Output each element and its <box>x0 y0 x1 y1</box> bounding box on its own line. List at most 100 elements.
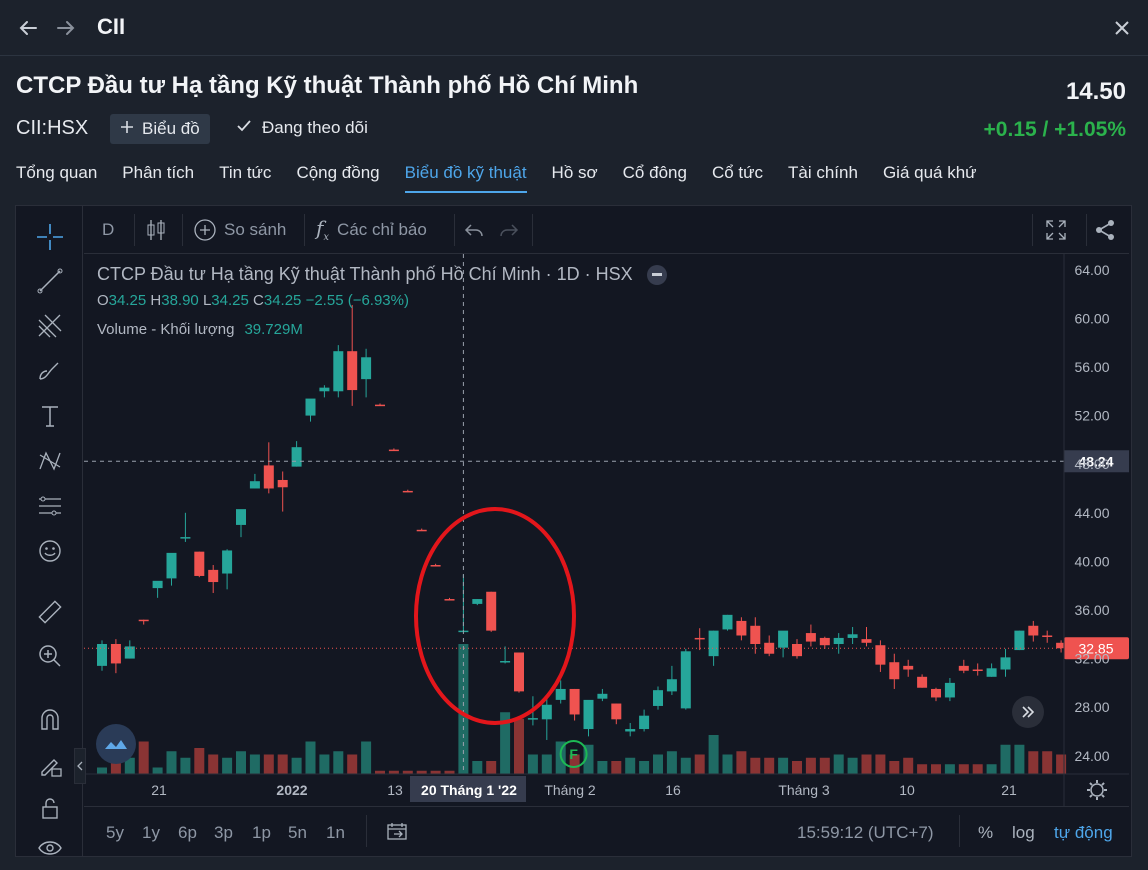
settings-gear-icon[interactable] <box>1087 780 1107 800</box>
scroll-to-latest-icon[interactable] <box>1012 696 1044 728</box>
add-chart-button[interactable]: Biểu đồ <box>110 114 210 144</box>
candle-body <box>138 619 149 622</box>
y-tick-label: 64.00 <box>1074 262 1109 278</box>
volume-bar <box>430 770 441 774</box>
tab-1[interactable]: Tổng quan <box>16 163 98 182</box>
candle-body <box>166 552 177 579</box>
zoom-in-icon[interactable] <box>32 638 68 674</box>
range-3p[interactable]: 3p <box>214 823 233 842</box>
pattern-tool-icon[interactable] <box>32 443 68 479</box>
undo-icon[interactable] <box>464 206 484 253</box>
redo-icon[interactable] <box>499 206 519 253</box>
range-1n[interactable]: 1n <box>326 823 345 842</box>
tab-10[interactable]: Giá quá khứ <box>882 163 977 182</box>
ruler-icon[interactable] <box>32 594 68 630</box>
tab-3[interactable]: Tin tức <box>219 163 272 182</box>
brush-icon[interactable] <box>32 353 68 389</box>
tab-4[interactable]: Cộng đồng <box>296 163 380 182</box>
y-tick-label: 48.00 <box>1074 456 1109 472</box>
emoji-icon[interactable] <box>32 533 68 569</box>
percent-scale-toggle[interactable]: % <box>978 823 994 842</box>
candle-body <box>416 529 427 532</box>
range-5y[interactable]: 5y <box>106 823 124 842</box>
date-range-icon[interactable] <box>386 821 408 846</box>
interval-selector[interactable]: D <box>102 219 115 239</box>
candle-body <box>1056 642 1067 649</box>
fullscreen-icon[interactable] <box>1044 206 1068 253</box>
candle-body <box>194 551 205 576</box>
text-tool-icon[interactable] <box>32 398 68 434</box>
close-icon[interactable] <box>1108 14 1136 42</box>
tab-9[interactable]: Tài chính <box>788 163 858 182</box>
log-scale-toggle[interactable]: log <box>1012 823 1035 842</box>
magnet-icon[interactable] <box>32 701 68 737</box>
range-1y[interactable]: 1y <box>142 823 160 842</box>
collapse-toolbar-handle[interactable] <box>74 748 86 784</box>
trend-line-icon[interactable] <box>32 263 68 299</box>
share-icon[interactable] <box>1094 206 1116 253</box>
toolbar-divider <box>304 214 305 246</box>
visibility-eye-icon[interactable] <box>32 830 68 866</box>
volume-bar <box>1014 744 1025 774</box>
volume-bar <box>792 761 802 774</box>
candle-body <box>236 509 246 525</box>
candle-body <box>792 644 802 657</box>
candle-body <box>180 537 191 539</box>
collapse-legend-icon[interactable] <box>646 264 667 285</box>
candle-body <box>305 398 316 416</box>
lock-drawing-icon[interactable] <box>32 746 68 782</box>
candle-body <box>805 633 816 642</box>
back-arrow-icon[interactable] <box>14 14 42 42</box>
candle-body <box>263 465 274 489</box>
x-tick-label: 10 <box>899 782 915 798</box>
range-5n[interactable]: 5n <box>288 823 307 842</box>
plus-icon <box>120 119 134 139</box>
compare-button[interactable]: So sánh <box>194 206 286 253</box>
drawing-toolbar <box>16 206 83 856</box>
crosshair-icon[interactable] <box>32 219 68 255</box>
forecast-tool-icon[interactable] <box>32 488 68 524</box>
candle-type-icon[interactable] <box>146 206 166 253</box>
candle-body <box>583 699 594 730</box>
candle-body <box>903 665 914 670</box>
toolbar-divider <box>1086 214 1087 246</box>
tab-2[interactable]: Phân tích <box>122 163 195 182</box>
candle-body <box>972 669 983 672</box>
volume-bar <box>180 757 191 774</box>
range-6p[interactable]: 6p <box>178 823 197 842</box>
volume-bar <box>458 644 469 774</box>
price-chart[interactable]: 48.24 32.85 F 64.00 60.00 56.00 52.00 48.00 44.… <box>84 254 1129 806</box>
tab-6[interactable]: Hồ sơ <box>551 163 598 182</box>
candle-body <box>931 688 941 698</box>
lock-icon[interactable] <box>32 790 68 826</box>
candle-body <box>486 591 497 631</box>
candle-body <box>958 665 969 671</box>
plus-circle-icon <box>194 218 216 241</box>
tab-8[interactable]: Cổ tức <box>711 163 763 182</box>
chart-bottom-bar: 5y 1y 6p 3p 1p 5n 1n 15:59:12 (UTC+7) % log tự… <box>84 806 1129 856</box>
range-1p[interactable]: 1p <box>252 823 271 842</box>
y-tick-label: 36.00 <box>1074 602 1109 618</box>
candle-body <box>861 639 872 643</box>
candle-body <box>680 651 691 709</box>
forward-arrow-icon[interactable] <box>52 14 80 42</box>
candle-body <box>347 351 358 391</box>
auto-scale-toggle[interactable]: tự động <box>1054 823 1113 842</box>
event-marker-label: F <box>569 746 578 762</box>
volume-bar <box>847 757 858 774</box>
tab-5[interactable]: Biểu đồ kỹ thuật <box>404 163 527 193</box>
candle-body <box>444 599 455 601</box>
chart-toolbar: D So sánh fx Các chỉ báo <box>84 206 1129 254</box>
crosshair-price-label: 48.24 <box>1078 453 1113 469</box>
fib-tool-icon[interactable] <box>32 308 68 344</box>
ohlc-readout: O34.25 H38.90 L34.25 C34.25 −2.55 (−6.93… <box>97 292 409 309</box>
follow-toggle[interactable]: Đang theo dõi <box>236 118 368 138</box>
volume-bar <box>124 757 135 774</box>
volume-bar <box>805 757 816 774</box>
volume-bar <box>653 754 663 774</box>
tab-7[interactable]: Cổ đông <box>622 163 687 182</box>
tradingview-logo[interactable] <box>96 724 136 764</box>
x-tick-label: Tháng 2 <box>544 782 596 798</box>
indicators-button[interactable]: fx Các chỉ báo <box>316 206 427 253</box>
follow-label: Đang theo dõi <box>262 118 368 137</box>
